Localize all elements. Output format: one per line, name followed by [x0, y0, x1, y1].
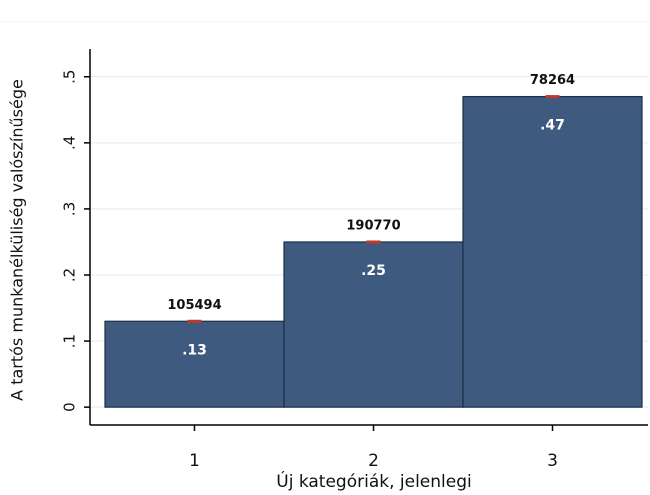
value-label: .47 — [540, 118, 565, 134]
y-tick-label: .4 — [61, 136, 79, 150]
value-label: .25 — [361, 263, 386, 279]
y-tick-label: .2 — [61, 268, 79, 282]
bar — [462, 95, 643, 408]
count-label: 78264 — [530, 73, 575, 88]
count-label: 105494 — [167, 298, 221, 313]
x-axis-label: Új kategóriák, jelenlegi — [276, 470, 471, 492]
y-tick-label: .5 — [61, 70, 79, 84]
x-tick-label: 2 — [368, 451, 379, 471]
bar — [104, 320, 285, 408]
value-label: .13 — [182, 342, 207, 358]
y-axis-label: A tartós munkanélküliség valószínűsége — [8, 79, 27, 401]
bar — [283, 241, 464, 408]
x-tick-label: 1 — [189, 451, 200, 471]
y-tick-label: .1 — [61, 334, 79, 348]
x-tick-label: 3 — [547, 451, 558, 471]
y-tick-label: .3 — [61, 202, 79, 216]
y-tick-label: 0 — [61, 402, 79, 412]
count-label: 190770 — [346, 218, 400, 233]
